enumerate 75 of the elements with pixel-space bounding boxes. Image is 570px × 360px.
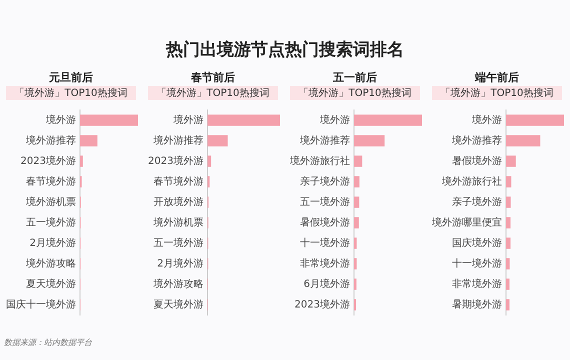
y-tick-label: 十一境外游 xyxy=(452,257,502,270)
bar xyxy=(207,114,280,126)
y-tick-label: 境外游旅行社 xyxy=(289,154,350,167)
y-tick-label: 境外游机票 xyxy=(25,196,76,208)
bar xyxy=(354,135,385,146)
chart-title: 元旦前后 xyxy=(48,70,94,85)
bar xyxy=(506,278,510,290)
y-tick-label: 开放境外游 xyxy=(153,196,204,208)
y-tick-label: 境外游 xyxy=(471,114,502,126)
bar xyxy=(207,156,212,167)
y-tick-label: 国庆境外游 xyxy=(452,236,502,249)
y-tick-label: 非常境外游 xyxy=(300,257,350,270)
source-note: 数据来源：站内数据平台 xyxy=(4,337,92,348)
chart-subtitle: 「境外游」TOP10热搜词 xyxy=(290,86,420,100)
y-tick-label: 十一境外游 xyxy=(300,236,350,249)
bar xyxy=(506,176,512,188)
y-tick-label: 暑假境外游 xyxy=(300,216,350,228)
y-tick-label: 亲子境外游 xyxy=(300,175,350,188)
bar xyxy=(506,114,564,126)
bar xyxy=(354,196,360,208)
bar xyxy=(80,156,83,167)
bar xyxy=(506,135,540,146)
chart-title: 端午前后 xyxy=(474,70,520,85)
y-tick-label: 暑期境外游 xyxy=(452,298,502,310)
y-tick-label: 亲子境外游 xyxy=(452,196,502,208)
y-tick-label: 2月境外游 xyxy=(157,257,204,270)
y-tick-label: 2月境外游 xyxy=(30,236,76,249)
bar xyxy=(506,238,511,249)
chart-subtitle: 「境外游」TOP10热搜词 xyxy=(148,86,278,100)
y-tick-label: 境外游推荐 xyxy=(451,134,502,146)
bar xyxy=(354,176,360,188)
y-tick-label: 境外游攻略 xyxy=(25,257,76,270)
y-tick-label: 五一境外游 xyxy=(26,216,76,228)
y-tick-label: 2023境外游 xyxy=(294,298,350,310)
y-tick-label: 境外游 xyxy=(45,114,76,126)
y-tick-label: 境外游 xyxy=(172,114,204,126)
bar xyxy=(506,299,510,310)
chart-title: 春节前后 xyxy=(190,70,236,85)
y-tick-label: 境外游推荐 xyxy=(152,134,204,146)
y-tick-label: 春节境外游 xyxy=(26,175,76,188)
bar xyxy=(506,258,510,270)
y-tick-label: 境外游推荐 xyxy=(299,134,350,146)
y-tick-label: 五一境外游 xyxy=(153,236,204,249)
bar xyxy=(207,176,210,188)
y-tick-label: 国庆十一境外游 xyxy=(6,298,76,310)
bar xyxy=(354,238,357,249)
chart-subtitle: 「境外游」TOP10热搜词 xyxy=(6,86,136,100)
bar xyxy=(506,196,511,208)
bar xyxy=(207,135,228,146)
y-tick-label: 春节境外游 xyxy=(153,175,204,188)
y-tick-label: 境外游推荐 xyxy=(25,134,76,146)
bar xyxy=(354,217,359,228)
y-tick-label: 境外游机票 xyxy=(152,216,204,228)
chart-title: 五一前后 xyxy=(332,70,378,85)
y-tick-label: 境外游攻略 xyxy=(152,278,204,290)
bar xyxy=(80,135,98,146)
y-tick-label: 境外游 xyxy=(319,114,350,126)
bar xyxy=(80,114,138,126)
y-tick-label: 五一境外游 xyxy=(300,196,350,208)
y-tick-label: 夏天境外游 xyxy=(153,298,204,310)
y-tick-label: 暑假境外游 xyxy=(452,154,502,167)
text: 热门出境游节点热门搜索词排名 xyxy=(164,39,405,62)
bar xyxy=(354,258,357,270)
y-tick-label: 2023境外游 xyxy=(148,154,204,167)
y-tick-label: 非常境外游 xyxy=(452,278,502,290)
y-tick-label: 6月境外游 xyxy=(304,278,350,290)
y-tick-label: 境外游旅行社 xyxy=(441,175,502,188)
y-tick-label: 境外游哪里便宜 xyxy=(431,216,502,228)
y-tick-label: 2023境外游 xyxy=(20,154,76,167)
bar xyxy=(354,156,362,167)
chart-subtitle: 「境外游」TOP10热搜词 xyxy=(432,86,562,100)
bar xyxy=(354,114,422,126)
y-tick-label: 夏天境外游 xyxy=(26,278,76,290)
bar xyxy=(506,156,516,167)
bar xyxy=(506,217,511,228)
